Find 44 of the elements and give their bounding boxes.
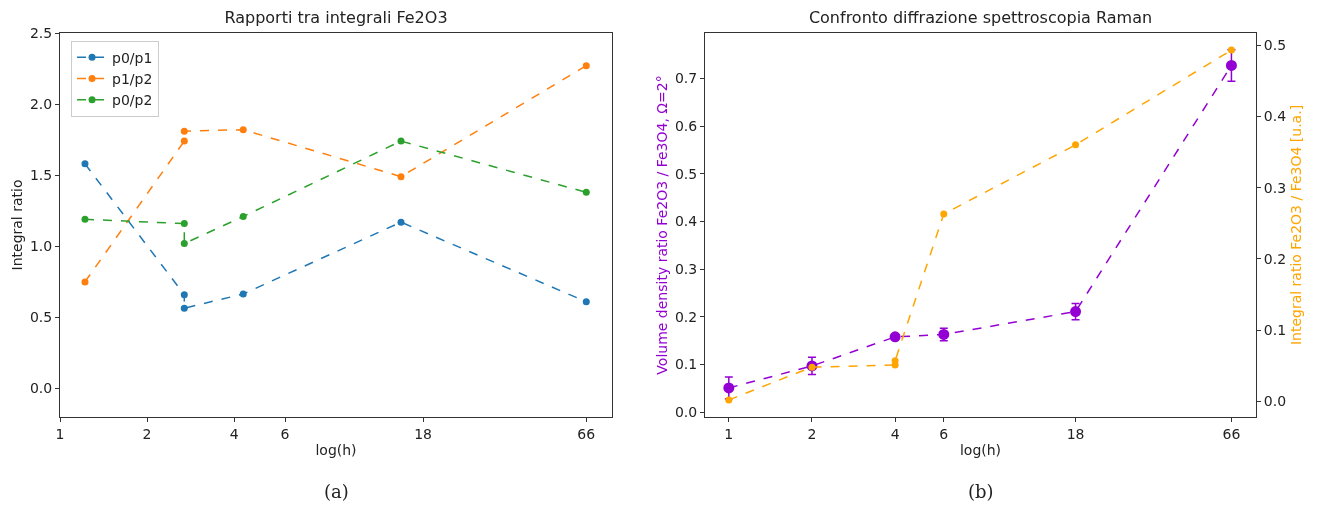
y-tick-label: 0.0 (674, 404, 698, 421)
y-tick-label: 0.7 (674, 70, 698, 87)
chart-title: Rapporti tra integrali Fe2O3 (224, 8, 448, 28)
x-tick-label: 6 (280, 425, 290, 442)
y-tick-label: 2.5 (29, 24, 53, 41)
y2-tick-label: 0.1 (1263, 321, 1287, 338)
x-tick-label: 6 (939, 425, 949, 442)
x-tick-label: 66 (1222, 425, 1241, 442)
x-tick-label: 2 (142, 425, 152, 442)
y-tick-label: 0.5 (674, 165, 698, 182)
y-axis-title: Volume density ratio Fe2O3 / Fe3O4, Ω=2° (654, 75, 670, 375)
y-tick-label: 0.1 (674, 356, 698, 373)
y-tick-label: 1.5 (29, 167, 53, 184)
y2-axis-title: Integral ratio Fe2O3 / Fe3O4 [u.a.] (1288, 104, 1305, 346)
y2-tick-label: 0.2 (1263, 250, 1287, 267)
y-tick-label: 2.0 (29, 96, 53, 113)
x-axis-title: log(h) (959, 442, 1002, 459)
x-tick-label: 66 (577, 425, 596, 442)
chart-title: Confronto diffrazione spettroscopia Raman (808, 8, 1153, 28)
x-axis-title: log(h) (315, 442, 357, 459)
x-tick-label: 2 (807, 425, 817, 442)
x-tick-label: 4 (890, 425, 900, 442)
x-tick-label: 1 (55, 425, 65, 442)
y2-tick-label: 0.3 (1263, 179, 1287, 196)
y2-tick-label: 0.4 (1263, 108, 1287, 125)
y-tick-label: 0.6 (674, 117, 698, 134)
x-tick-label: 18 (1066, 425, 1085, 442)
x-tick-label: 1 (724, 425, 734, 442)
text: (b) (968, 481, 994, 502)
x-tick-label: 4 (229, 425, 239, 442)
legend-label: p1/p2 (112, 70, 153, 87)
y-tick-label: 0.3 (674, 261, 698, 278)
legend-label: p0/p1 (112, 49, 153, 66)
y-axis-title: Integral ratio (9, 179, 25, 271)
y-tick-label: 1.0 (29, 238, 53, 255)
y-tick-label: 0.0 (29, 380, 53, 397)
x-tick-label: 18 (414, 425, 432, 442)
y2-tick-label: 0.0 (1263, 393, 1287, 410)
y-tick-label: 0.5 (29, 309, 53, 326)
y-tick-label: 0.2 (674, 308, 698, 325)
y2-tick-label: 0.5 (1263, 37, 1287, 54)
y-tick-label: 0.4 (674, 213, 698, 230)
legend-label: p0/p2 (112, 92, 153, 109)
text: (a) (324, 481, 349, 502)
